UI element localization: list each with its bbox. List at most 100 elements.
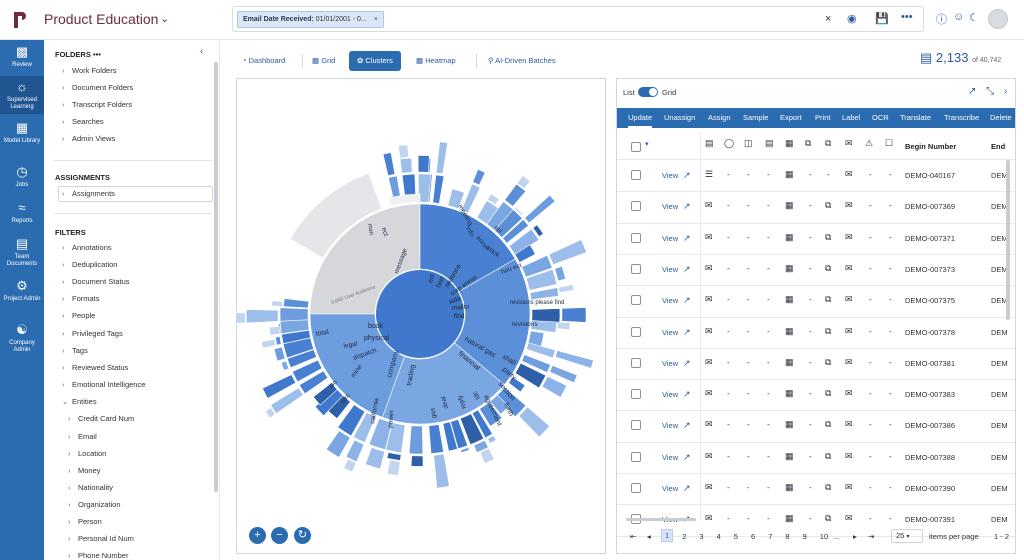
- cluster-subsegment[interactable]: [312, 382, 338, 406]
- more-icon[interactable]: •••: [92, 50, 101, 59]
- page-button[interactable]: 3: [699, 532, 704, 541]
- cluster-leaf-segment[interactable]: [262, 374, 297, 399]
- reset-zoom-button[interactable]: ↻: [294, 527, 311, 544]
- cluster-subsegment[interactable]: [525, 268, 558, 291]
- zoom-in-button[interactable]: +: [249, 527, 266, 544]
- assign-action[interactable]: Assign: [708, 113, 731, 122]
- page-button[interactable]: 10: [819, 532, 829, 541]
- cluster-subsegment[interactable]: [442, 421, 458, 452]
- cluster-leaf-segment[interactable]: [486, 193, 500, 206]
- cluster-leaf-segment[interactable]: [264, 407, 276, 419]
- export-action[interactable]: Export: [780, 113, 802, 122]
- cluster-subsegment[interactable]: [432, 174, 445, 204]
- cluster-leaf-segment[interactable]: [343, 458, 357, 473]
- delete-action[interactable]: Delete: [990, 113, 1012, 122]
- cluster-subsegment[interactable]: [385, 422, 406, 454]
- view-link[interactable]: View: [662, 421, 679, 431]
- cluster-leaf-segment[interactable]: [487, 435, 497, 444]
- transcribe-action[interactable]: Transcribe: [944, 113, 980, 122]
- tab-ai-driven-batches[interactable]: ⚲ AI-Driven Batches: [488, 56, 556, 65]
- cluster-subsegment[interactable]: [479, 401, 503, 427]
- cluster-subsegment[interactable]: [292, 359, 323, 383]
- rail-item-model-library[interactable]: ▦ Model Library: [0, 120, 44, 156]
- cluster-leaf-segment[interactable]: [417, 155, 430, 173]
- filter-item-tags[interactable]: › Tags: [62, 346, 88, 355]
- cluster-leaf-segment[interactable]: [245, 309, 279, 324]
- view-link[interactable]: View: [662, 171, 679, 180]
- cluster-subsegment[interactable]: [514, 362, 547, 389]
- row-checkbox[interactable]: [631, 357, 641, 368]
- cluster-leaf-segment[interactable]: [450, 450, 459, 453]
- page-button[interactable]: 1: [661, 529, 674, 542]
- cluster-leaf-segment[interactable]: [345, 439, 365, 463]
- filter-item-formats[interactable]: › Formats: [62, 294, 100, 303]
- view-link[interactable]: View: [662, 202, 679, 212]
- cluster-subsegment[interactable]: [289, 172, 383, 259]
- cluster-subsegment[interactable]: [502, 218, 529, 244]
- entity-item-location[interactable]: › Location: [68, 449, 107, 458]
- rail-item-team-documents[interactable]: ▤ Team Documents: [0, 236, 44, 272]
- cluster-subsegment[interactable]: [279, 307, 309, 322]
- cluster-leaf-segment[interactable]: [261, 338, 277, 349]
- cluster-leaf-segment[interactable]: [268, 325, 281, 336]
- filter-item-annotations[interactable]: › Annotations: [62, 243, 112, 252]
- view-link[interactable]: View: [662, 296, 679, 306]
- entity-item-email[interactable]: › Email: [68, 432, 97, 441]
- column-header-begin-number[interactable]: Begin Number: [905, 142, 957, 151]
- scrollbar[interactable]: [1006, 160, 1010, 320]
- cluster-subsegment[interactable]: [281, 329, 311, 345]
- cluster-leaf-segment[interactable]: [460, 447, 470, 454]
- cluster-subsegment[interactable]: [459, 413, 485, 446]
- entity-item-credit-card-num[interactable]: › Credit Card Num: [68, 414, 135, 423]
- cluster-subsegment[interactable]: [521, 354, 551, 374]
- page-button[interactable]: 9: [802, 532, 807, 541]
- tab-heatmap[interactable]: ▦ Heatmap: [416, 56, 456, 65]
- open-external-icon[interactable]: ↗: [683, 483, 691, 493]
- cluster-leaf-segment[interactable]: [472, 168, 486, 186]
- cluster-segment[interactable]: [309, 313, 405, 418]
- print-action[interactable]: Print: [815, 113, 831, 122]
- cluster-leaf-segment[interactable]: [554, 265, 567, 282]
- cluster-subsegment[interactable]: [298, 370, 329, 395]
- tab-grid[interactable]: ▦ Grid: [312, 56, 336, 65]
- cluster-leaf-segment[interactable]: [314, 409, 323, 418]
- open-external-icon[interactable]: ↗: [683, 389, 691, 400]
- cluster-leaf-segment[interactable]: [556, 321, 571, 331]
- sample-action[interactable]: Sample: [743, 113, 769, 122]
- avatar[interactable]: [988, 9, 1008, 29]
- target-icon[interactable]: ◉: [847, 13, 857, 25]
- cluster-leaf-segment[interactable]: [524, 194, 556, 224]
- cluster-leaf-segment[interactable]: [382, 152, 396, 177]
- cluster-leaf-segment[interactable]: [275, 336, 282, 346]
- cluster-subsegment[interactable]: [428, 424, 444, 454]
- row-checkbox[interactable]: [631, 420, 641, 431]
- cluster-leaf-segment[interactable]: [479, 447, 495, 464]
- cluster-subsegment[interactable]: [388, 193, 421, 207]
- list-grid-toggle[interactable]: [638, 87, 658, 97]
- filter-item-privileged-tags[interactable]: › Privileged Tags: [62, 329, 123, 338]
- cluster-leaf-segment[interactable]: [557, 284, 575, 293]
- user-settings-icon[interactable]: ☺: [953, 11, 965, 23]
- open-external-icon[interactable]: ↗: [683, 170, 691, 180]
- open-external-icon[interactable]: ↗: [683, 295, 691, 306]
- folder-item-searches[interactable]: › Searches: [62, 117, 104, 126]
- rail-item-company-admin[interactable]: ☯ Company Admin: [0, 322, 44, 358]
- rail-item-supervised-learning[interactable]: ☼ Supervised Learning: [0, 76, 44, 114]
- page-button[interactable]: 7: [768, 532, 773, 541]
- entity-item-money[interactable]: › Money: [68, 466, 101, 475]
- more-icon[interactable]: •••: [901, 11, 913, 23]
- scrollbar[interactable]: [626, 518, 696, 521]
- view-link[interactable]: View: [662, 233, 679, 243]
- filter-chip[interactable]: Email Date Received: 01/01/2001 - 0... ×: [237, 11, 384, 28]
- cluster-subsegment[interactable]: [530, 320, 557, 333]
- cluster-leaf-segment[interactable]: [433, 453, 450, 489]
- row-checkbox[interactable]: [631, 170, 641, 180]
- rail-item-reports[interactable]: ≈ Reports: [0, 200, 44, 228]
- cluster-leaf-segment[interactable]: [273, 346, 286, 362]
- save-icon[interactable]: 💾: [875, 13, 889, 25]
- cluster-subsegment[interactable]: [529, 287, 560, 300]
- chevron-left-icon[interactable]: ‹: [200, 46, 204, 57]
- last-page-button[interactable]: ⇥: [868, 532, 875, 541]
- open-external-icon[interactable]: ↗: [683, 232, 691, 243]
- scrollbar[interactable]: [214, 62, 218, 492]
